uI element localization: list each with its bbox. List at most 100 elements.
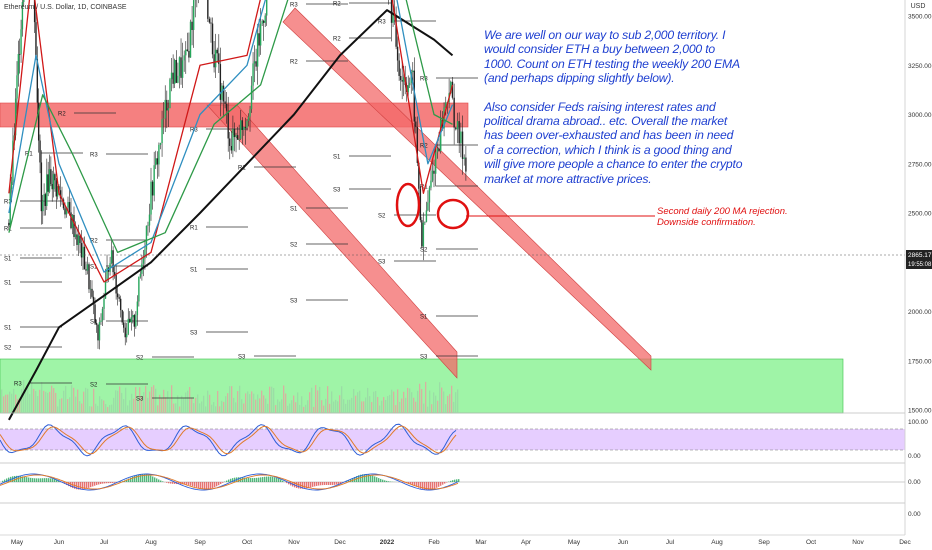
candle-body [250,85,253,110]
candle-body [463,157,465,159]
volume-bar [443,391,445,413]
candle-body [136,301,139,316]
time-tick-label: May [11,539,24,546]
time-tick-label: Jul [666,539,675,546]
candle-body [115,275,117,294]
macd-histogram-bar [338,482,340,485]
macd-histogram-bar [170,482,172,484]
candle-body [261,20,263,24]
volume-bar [43,390,45,413]
volume-bar [361,401,363,413]
macd-histogram-bar [278,478,280,482]
macd-histogram-bar [230,478,232,482]
macd-histogram-bar [154,477,156,482]
price-tick-label: 3500.00 [908,14,932,21]
macd-histogram-bar [316,482,318,486]
macd-histogram-bar [388,481,390,482]
candle-body [259,23,262,46]
volume-bar [85,387,87,413]
pivot-level-label: S2 [290,243,298,249]
candle-body [216,49,218,54]
volume-bar [147,397,149,413]
volume-bar [347,399,349,413]
macd-histogram-bar [132,476,134,482]
pivot-level-label: R2 [290,60,298,66]
macd-histogram-bar [420,482,422,489]
volume-bar [353,389,355,413]
volume-bar [381,400,383,413]
candle-body [207,0,209,19]
candle-body [121,310,123,323]
volume-bar [59,399,61,413]
pivot-level-label: S3 [378,260,386,266]
pivot-level-label: S3 [136,397,144,403]
candle-body [407,85,409,93]
candle-body [241,120,243,130]
pivot-level-label: R3 [90,153,98,159]
volume-bar [323,405,325,413]
candle-body [95,322,98,325]
candle-body [451,81,454,98]
candle-body [123,322,125,328]
volume-bar [65,385,67,413]
pivot-level-label: S2 [90,383,98,389]
volume-bar [45,391,47,413]
pane-tick-label: 0.00 [908,479,921,486]
candle-body [43,194,45,201]
time-tick-label: Sep [758,539,770,546]
candle-body [85,269,87,271]
macd-histogram-bar [434,482,436,489]
time-tick-label: Sep [194,539,206,546]
candle-body [77,235,80,245]
macd-histogram-bar [174,482,176,484]
volume-bar [173,403,175,413]
candle-body [67,202,69,208]
volume-bar [175,403,177,413]
macd-histogram-bar [348,480,350,482]
volume-bar [431,404,433,413]
candle-body [135,315,137,327]
macd-histogram-bar [32,478,34,482]
volume-bar [169,398,171,413]
candle-body [395,15,397,47]
pivot-level-label: R1 [420,185,428,191]
volume-bar [41,382,43,413]
volume-bar [207,390,209,413]
volume-bar [205,406,207,413]
candle-body [421,220,423,247]
macd-histogram-bar [42,478,44,482]
time-tick-label: Nov [852,539,864,546]
candle-body [52,174,55,190]
volume-bar [423,403,425,413]
volume-bar [181,395,183,413]
candle-body [59,190,62,199]
volume-bar [159,394,161,413]
macd-histogram-bar [258,477,260,482]
macd-histogram-bar [150,475,152,482]
volume-bar [335,399,337,413]
candle-body [175,60,177,83]
macd-histogram-bar [84,482,86,490]
macd-histogram-bar [324,482,326,486]
macd-histogram-bar [82,482,84,490]
volume-bar [119,386,121,413]
macd-histogram-bar [430,482,432,490]
time-tick-label: Mar [475,539,487,546]
macd-histogram-bar [100,482,102,485]
candle-body [401,80,403,82]
volume-bar [405,397,407,413]
candle-body [213,54,215,68]
macd-histogram-bar [450,480,452,482]
macd-histogram-bar [208,482,210,490]
volume-bar [427,406,429,413]
macd-histogram-bar [274,477,276,482]
macd-histogram-bar [94,482,96,486]
volume-bar [327,386,329,413]
volume-bar [313,406,315,413]
pivot-level-label: R1 [4,227,12,233]
volume-bar [195,397,197,413]
volume-bar [409,388,411,413]
pivot-level-label: R3 [14,382,22,388]
macd-histogram-bar [126,479,128,482]
